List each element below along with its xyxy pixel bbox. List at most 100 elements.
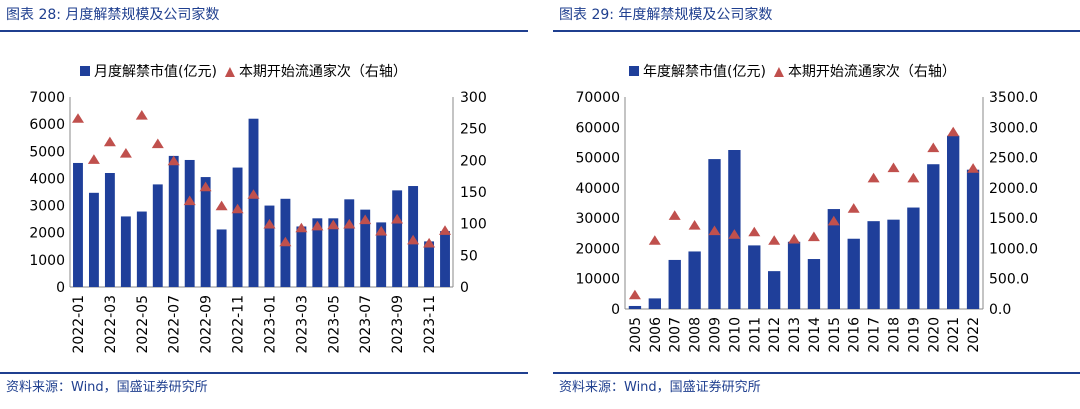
- y-left-tick-label: 60000: [575, 120, 620, 136]
- bar-2022-09: [200, 177, 211, 287]
- y-right-tick-label: 1000.0: [989, 241, 1038, 257]
- y-right-tick-label: 0.0: [989, 302, 1011, 318]
- y-left-tick-label: 50000: [575, 151, 620, 167]
- marker-2007: [668, 210, 681, 220]
- marker-2023-03: [295, 222, 308, 233]
- bar-2019: [907, 207, 920, 309]
- y-left-tick-label: 30000: [575, 211, 620, 227]
- marker-2018: [887, 162, 900, 173]
- marker-2022-04: [119, 148, 132, 158]
- x-tick-label: 2020: [926, 317, 942, 353]
- x-tick-label: 2010: [727, 317, 743, 353]
- bar-2018: [887, 219, 900, 309]
- bar-2022-02: [88, 192, 99, 287]
- y-left-tick-label: 3000: [29, 199, 65, 215]
- figure-title: 图表 29: 年度解禁规模及公司家数: [559, 7, 773, 23]
- marker-2022-01: [72, 113, 84, 123]
- x-tick-label: 2022-03: [103, 295, 119, 354]
- x-tick-label: 2023-01: [263, 295, 279, 354]
- figure-title: 图表 28: 月度解禁规模及公司家数: [6, 7, 220, 23]
- title-divider: [0, 30, 528, 32]
- x-tick-label: 2023-07: [358, 295, 374, 354]
- legend-marker-swatch: [224, 67, 235, 77]
- x-tick-label: 2011: [747, 317, 763, 353]
- y-right-tick-label: 2500.0: [989, 151, 1038, 167]
- marker-2016: [847, 203, 860, 213]
- bar-2014: [807, 259, 821, 309]
- y-right-tick-label: 3000.0: [989, 120, 1038, 136]
- x-tick-label: 2017: [867, 317, 883, 353]
- bar-2022-06: [152, 184, 163, 287]
- marker-2022-08: [183, 195, 196, 206]
- x-tick-label: 2023-11: [422, 295, 438, 354]
- y-right-tick-label: 200: [460, 153, 487, 169]
- y-left-tick-label: 10000: [575, 272, 620, 288]
- bar-2022-04: [120, 216, 131, 287]
- marker-2023-09: [391, 213, 404, 224]
- y-right-tick-label: 100: [460, 217, 487, 233]
- title-divider: [553, 30, 1080, 32]
- marker-2010: [728, 229, 741, 239]
- bar-2022-07: [168, 155, 179, 287]
- marker-2019: [907, 172, 920, 183]
- x-tick-label: 2012: [767, 317, 783, 353]
- marker-2005: [628, 289, 641, 300]
- marker-2023-10: [407, 234, 420, 245]
- bar-2012: [768, 271, 781, 309]
- marker-2013: [788, 233, 801, 244]
- x-tick-label: 2023-05: [326, 295, 342, 354]
- x-tick-label: 2022-05: [135, 295, 151, 354]
- y-right-tick-label: 1500.0: [989, 211, 1038, 227]
- legend-bar-swatch: [629, 66, 639, 76]
- x-tick-label: 2015: [827, 317, 843, 353]
- marker-2020: [927, 142, 940, 153]
- marker-2014: [807, 231, 820, 242]
- marker-2022-10: [215, 200, 228, 211]
- x-tick-label: 2013: [787, 317, 803, 353]
- legend-bar-label: 月度解禁市值(亿元): [94, 63, 217, 80]
- marker-2023-08: [375, 225, 388, 236]
- marker-2023-12: [439, 225, 451, 235]
- y-left-tick-label: 5000: [29, 144, 65, 160]
- bar-2022-12: [248, 118, 259, 288]
- legend-marker-label: 本期开始流通家次（右轴）: [239, 63, 407, 80]
- monthly-unlock-chart: 月度解禁市值(亿元) 本期开始流通家次（右轴）010002000300040005…: [29, 63, 487, 354]
- marker-2022-11: [231, 203, 244, 214]
- marker-2022-05: [135, 110, 148, 120]
- y-left-tick-label: 4000: [29, 171, 65, 187]
- y-right-tick-label: 0: [460, 280, 469, 296]
- bar-2023-03: [296, 226, 307, 287]
- bar-2021: [947, 135, 960, 309]
- marker-2022-06: [151, 138, 164, 149]
- y-right-tick-label: 2000.0: [989, 181, 1038, 197]
- marker-2023-06: [343, 218, 356, 229]
- x-tick-label: 2022-11: [231, 295, 247, 354]
- x-tick-label: 2022: [966, 317, 982, 353]
- bar-2023-07: [360, 209, 371, 287]
- legend-marker-label: 本期开始流通家次（右轴）: [788, 63, 956, 80]
- marker-2023-01: [263, 218, 276, 229]
- bar-2023-06: [344, 199, 355, 287]
- y-right-tick-label: 3500.0: [989, 90, 1038, 106]
- marker-2022-02: [87, 154, 100, 164]
- bar-2022-08: [184, 159, 195, 287]
- marker-2023-05: [327, 219, 340, 230]
- y-left-tick-label: 0: [56, 280, 65, 296]
- y-left-tick-label: 1000: [29, 253, 65, 269]
- bar-2017: [867, 221, 880, 309]
- bar-2006: [648, 298, 661, 309]
- y-left-tick-label: 40000: [575, 181, 620, 197]
- legend-bar-swatch: [80, 66, 90, 76]
- marker-2022-12: [247, 189, 260, 199]
- bar-2023-12: [440, 231, 450, 287]
- bar-2020: [927, 164, 940, 309]
- bar-2022: [966, 169, 980, 309]
- bar-2022-11: [232, 167, 243, 287]
- marker-2015: [827, 215, 840, 226]
- marker-2017: [867, 172, 880, 183]
- bar-2022-03: [104, 173, 115, 287]
- marker-2022-09: [199, 181, 212, 192]
- source-divider: [553, 372, 1080, 374]
- bar-2023-04: [312, 218, 323, 287]
- x-tick-label: 2007: [668, 317, 684, 353]
